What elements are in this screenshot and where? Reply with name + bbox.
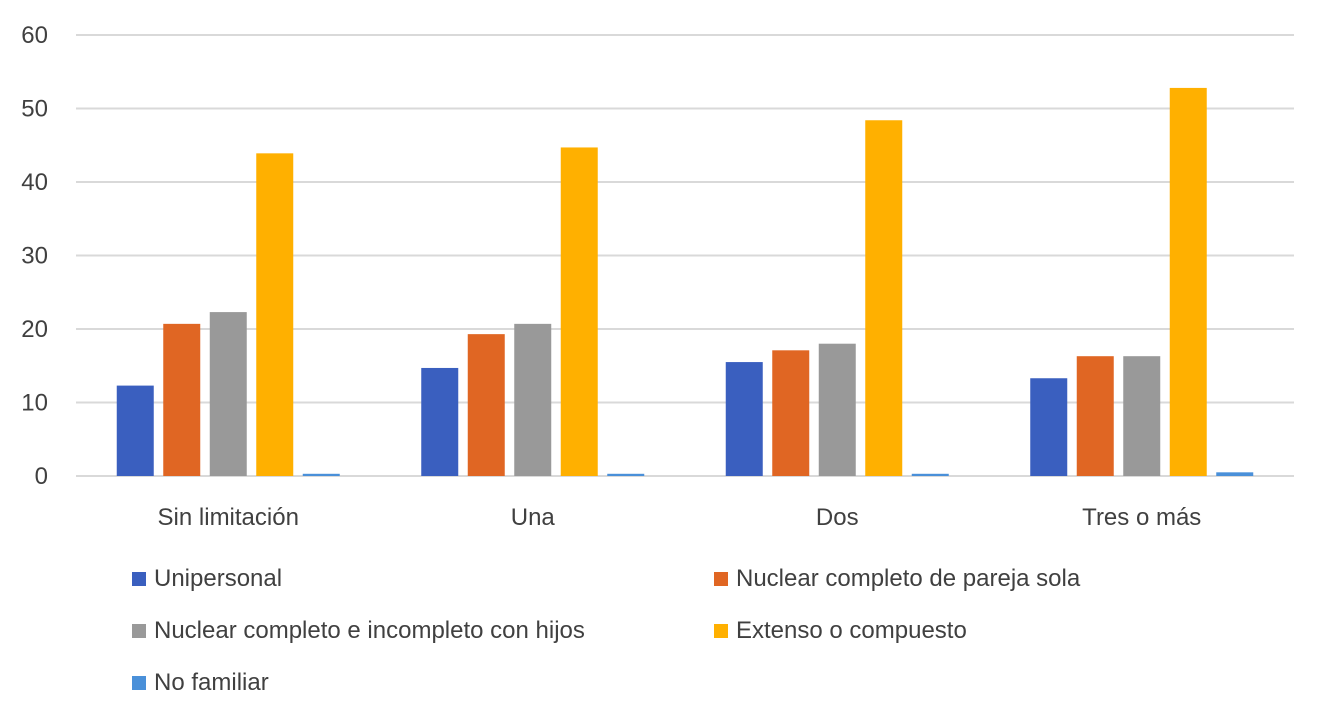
legend-item: Nuclear completo e incompleto con hijos	[132, 614, 585, 648]
legend-swatch	[714, 624, 728, 638]
y-tick-label: 60	[21, 22, 48, 49]
bar-2-2	[467, 334, 505, 476]
bar-1-4	[1030, 378, 1068, 476]
bar-3-2	[514, 323, 552, 476]
bar-4-2	[560, 147, 598, 476]
x-tick-label: Sin limitación	[158, 504, 299, 531]
legend-item: No familiar	[132, 666, 269, 700]
legend-label: Nuclear completo de pareja sola	[736, 565, 1081, 592]
y-tick-label: 20	[21, 316, 48, 343]
legend-label: Extenso o compuesto	[736, 617, 967, 644]
legend-label: No familiar	[154, 669, 269, 696]
bar-2-1	[163, 323, 201, 476]
legend-label: Nuclear completo e incompleto con hijos	[154, 617, 585, 644]
bar-4-3	[865, 120, 903, 476]
y-tick-label: 10	[21, 390, 48, 417]
y-axis-ticks: 0 10 20 30 40 50 60	[21, 22, 48, 490]
bar-5-1	[302, 473, 340, 476]
y-tick-label: 0	[35, 463, 48, 490]
bar-3-4	[1123, 356, 1161, 476]
legend-swatch	[714, 572, 728, 586]
bar-5-2	[607, 473, 645, 476]
bar-3-1	[209, 312, 247, 476]
bar-4-4	[1169, 87, 1207, 477]
bars	[116, 87, 1254, 477]
y-tick-label: 50	[21, 96, 48, 123]
bar-2-3	[772, 350, 810, 476]
bar-2-4	[1076, 356, 1114, 476]
legend-label: Unipersonal	[154, 565, 283, 592]
x-axis-ticks: Sin limitación Una Dos Tres o más	[158, 504, 1202, 531]
legend-item: Unipersonal	[132, 562, 282, 596]
legend-item: Nuclear completo de pareja sola	[714, 562, 1080, 596]
legend-swatch	[132, 624, 146, 638]
bar-3-3	[818, 343, 856, 476]
bar-1-1	[116, 385, 154, 476]
x-tick-label: Tres o más	[1082, 504, 1201, 531]
legend-item: Extenso o compuesto	[714, 614, 967, 648]
legend-swatch	[132, 572, 146, 586]
x-tick-label: Una	[511, 504, 556, 531]
bar-5-4	[1216, 472, 1254, 476]
x-tick-label: Dos	[816, 504, 859, 531]
y-tick-label: 40	[21, 169, 48, 196]
legend-swatch	[132, 676, 146, 690]
bar-1-2	[421, 367, 459, 476]
bar-1-3	[725, 362, 763, 476]
y-tick-label: 30	[21, 243, 48, 270]
bar-4-1	[256, 153, 294, 476]
bar-5-3	[911, 473, 949, 476]
